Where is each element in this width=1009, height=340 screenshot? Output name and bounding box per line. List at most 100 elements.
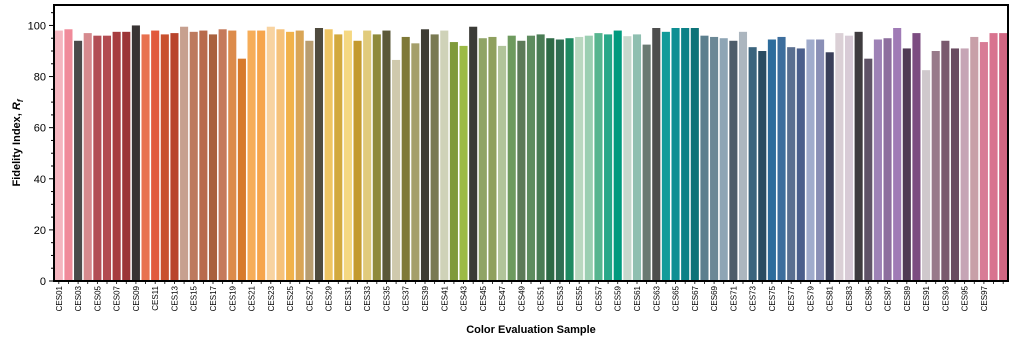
bar-ces30 [334,34,343,281]
bar-ces25 [286,31,295,281]
x-tick-label: CES83 [845,285,854,311]
x-tick-label: CES01 [55,285,64,311]
bar-ces44 [469,26,478,281]
x-tick-label: CES77 [787,285,796,311]
bar-ces98 [989,33,998,281]
bar-ces64 [661,31,670,281]
x-tick-label: CES67 [691,285,700,311]
bar-ces13 [170,33,179,281]
bar-ces72 [738,31,748,281]
bar-ces82 [835,33,844,281]
x-tick-label: CES79 [806,285,815,311]
bar-ces95 [960,48,969,281]
bar-ces92 [931,51,940,281]
bar-ces74 [758,51,767,281]
y-tick-label: 100 [28,20,46,32]
x-tick-label: CES97 [980,285,989,311]
bar-ces73 [748,47,757,281]
bar-series [54,25,1008,282]
bar-ces54 [565,38,574,281]
bar-ces43 [459,45,468,281]
x-tick-label: CES69 [710,285,719,311]
x-tick-label: CES95 [961,285,970,311]
bar-ces01 [54,30,63,282]
bar-ces56 [584,35,593,281]
bar-ces28 [314,28,324,281]
bar-ces14 [180,26,189,281]
bar-ces85 [864,58,873,281]
bar-ces38 [411,43,420,281]
bar-ces53 [555,39,564,281]
bar-ces59 [613,30,622,282]
bar-ces89 [902,48,911,281]
bar-ces26 [295,30,304,282]
bar-ces31 [343,30,352,282]
x-tick-label: CES57 [594,285,603,311]
bar-ces24 [276,29,285,282]
bar-ces08 [122,31,131,281]
bar-ces88 [893,28,902,281]
x-tick-label: CES23 [267,285,276,311]
x-tick-label: CES73 [749,285,758,311]
x-tick-label: CES31 [344,285,353,311]
bar-ces19 [228,30,237,282]
y-axis: 0 20 40 60 80 100 [28,12,54,288]
x-tick-label: CES59 [614,285,623,311]
x-tick-label: CES15 [190,285,199,311]
bar-ces57 [594,33,603,281]
bar-ces93 [941,40,950,281]
x-tick-label: CES07 [113,285,122,311]
bar-ces06 [102,35,112,281]
bar-ces42 [449,42,458,282]
bar-ces37 [401,36,410,281]
bar-ces47 [498,45,507,281]
x-tick-label: CES27 [305,285,314,311]
bar-ces49 [517,40,526,281]
bar-ces17 [208,34,218,281]
x-tick-label: CES39 [421,285,430,311]
x-tick-label: CES63 [652,285,661,311]
bar-ces80 [816,39,825,281]
bar-ces10 [141,34,150,281]
bar-ces84 [854,31,863,281]
bar-ces76 [777,36,786,281]
bar-ces11 [151,30,160,282]
bar-ces60 [623,36,632,282]
x-tick-label: CES21 [248,285,257,311]
bar-ces68 [700,35,709,281]
x-tick-label: CES19 [228,285,237,311]
bar-ces35 [382,30,391,282]
y-tick-label: 60 [34,123,46,135]
bar-ces33 [363,30,372,282]
y-tick-label: 40 [34,174,46,186]
x-tick-label: CES87 [884,285,893,311]
x-tick-label: CES17 [209,285,218,311]
x-tick-label: CES03 [74,285,83,311]
x-tick-label: CES81 [826,285,835,311]
bar-ces34 [372,34,381,281]
bar-ces86 [873,39,882,281]
bar-ces69 [710,36,719,281]
bar-ces27 [305,40,314,281]
bar-ces40 [430,34,439,281]
bar-ces96 [970,36,979,281]
x-tick-label: CES45 [479,285,488,311]
bar-ces39 [420,29,430,282]
x-tick-label: CES11 [151,285,160,310]
bar-ces16 [199,30,208,282]
bar-ces77 [787,47,796,281]
x-tick-label: CES65 [672,285,681,311]
bar-ces55 [575,36,584,281]
bar-ces02 [64,29,73,282]
bar-ces79 [806,39,815,281]
bar-ces21 [247,30,256,282]
bar-ces12 [160,34,169,281]
y-axis-title-subscript: f [16,98,25,102]
bar-ces61 [632,34,642,281]
bar-ces36 [392,59,401,281]
bar-ces52 [546,38,555,281]
x-tick-label: CES51 [537,285,546,311]
bar-ces97 [979,42,988,282]
bar-ces09 [131,25,140,281]
y-tick-label: 0 [40,276,46,288]
